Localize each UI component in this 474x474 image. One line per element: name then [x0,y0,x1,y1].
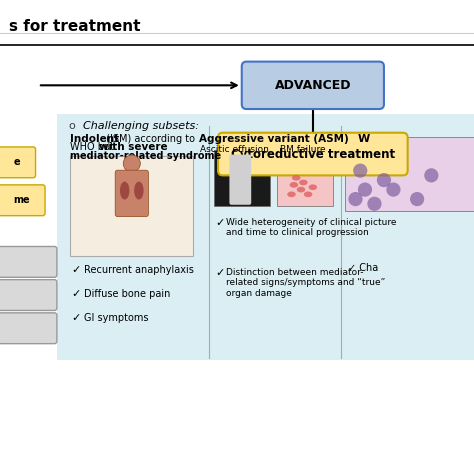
Ellipse shape [290,182,298,188]
Circle shape [377,173,391,187]
Circle shape [424,168,438,182]
Text: Wide heterogeneity of clinical picture
and time to clinical progression: Wide heterogeneity of clinical picture a… [226,218,396,237]
Text: mediator-related syndrome: mediator-related syndrome [70,151,221,161]
Ellipse shape [304,191,312,197]
FancyBboxPatch shape [229,155,251,205]
Text: s for treatment: s for treatment [9,19,141,34]
Text: ✓: ✓ [71,289,81,299]
FancyBboxPatch shape [115,170,148,217]
Ellipse shape [299,180,308,185]
Ellipse shape [134,182,144,200]
Ellipse shape [309,184,317,190]
FancyBboxPatch shape [218,133,408,175]
FancyBboxPatch shape [345,137,474,211]
Text: ✓: ✓ [71,265,81,275]
Circle shape [410,192,424,206]
FancyBboxPatch shape [0,185,45,216]
Text: Recurrent anaphylaxis: Recurrent anaphylaxis [84,265,194,275]
FancyBboxPatch shape [277,150,333,206]
Text: with severe: with severe [99,142,167,152]
FancyBboxPatch shape [0,147,36,178]
Text: Aggressive variant (ASM): Aggressive variant (ASM) [199,134,349,144]
Text: Cytoreductive treatment: Cytoreductive treatment [231,147,395,161]
Circle shape [123,155,140,172]
Ellipse shape [287,191,296,197]
Text: ADVANCED: ADVANCED [274,79,351,92]
Ellipse shape [292,175,301,181]
Text: me: me [13,195,30,205]
Circle shape [358,182,372,197]
FancyBboxPatch shape [70,156,193,256]
Circle shape [353,164,367,178]
Circle shape [367,197,382,211]
Text: Diffuse bone pain: Diffuse bone pain [84,289,171,299]
FancyBboxPatch shape [0,246,57,277]
Text: (ISM) according to: (ISM) according to [103,134,195,144]
Circle shape [348,192,363,206]
Text: ✓ Cha: ✓ Cha [348,263,379,273]
Text: Indolent: Indolent [70,134,119,144]
Text: WHO but: WHO but [70,142,118,152]
Text: o: o [69,121,75,131]
Text: GI symptoms: GI symptoms [84,313,149,323]
FancyBboxPatch shape [0,280,57,310]
Text: W: W [358,134,370,144]
Text: Ascitic effusion: Ascitic effusion [200,145,269,154]
Circle shape [386,182,401,197]
Text: ✓: ✓ [215,218,225,228]
FancyBboxPatch shape [0,313,57,344]
Text: ✓: ✓ [71,313,81,323]
Text: BM failure: BM failure [280,145,325,154]
Text: ✓: ✓ [215,268,225,278]
FancyBboxPatch shape [57,114,474,360]
Text: e: e [13,157,20,167]
Ellipse shape [297,187,305,192]
FancyBboxPatch shape [214,150,270,206]
Text: Distinction between mediator-
related signs/symptoms and “true”
organ damage: Distinction between mediator- related si… [226,268,385,298]
Ellipse shape [120,182,129,200]
FancyBboxPatch shape [242,62,384,109]
Text: Challenging subsets:: Challenging subsets: [83,121,199,131]
